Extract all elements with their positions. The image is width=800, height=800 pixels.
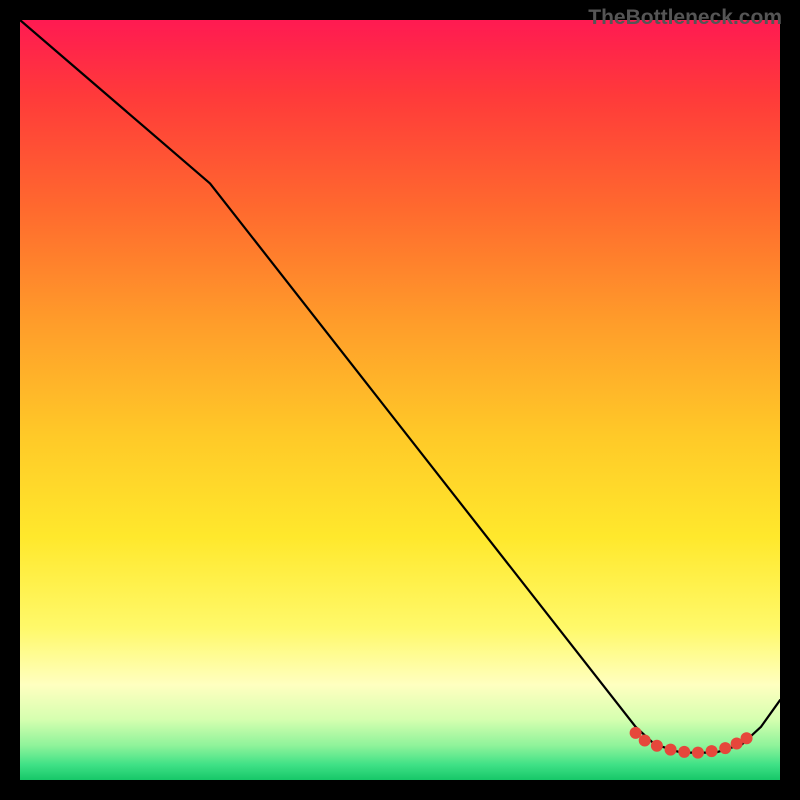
chart-marker — [665, 744, 677, 756]
chart-marker — [719, 742, 731, 754]
chart-marker — [692, 747, 704, 759]
chart-marker — [741, 732, 753, 744]
chart-marker — [678, 746, 690, 758]
chart-gradient-background — [20, 20, 780, 780]
watermark-text: TheBottleneck.com — [588, 6, 782, 30]
chart-marker — [706, 745, 718, 757]
chart-plot-area — [20, 20, 780, 780]
chart-svg — [20, 20, 780, 780]
chart-marker — [639, 734, 651, 746]
chart-marker — [651, 740, 663, 752]
